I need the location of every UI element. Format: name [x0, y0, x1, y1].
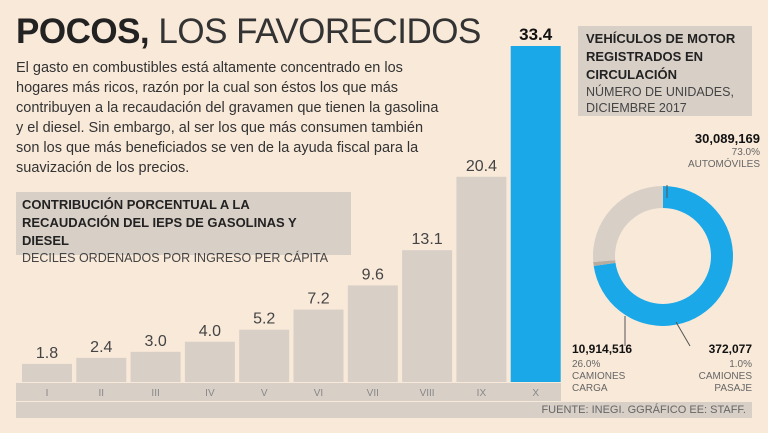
name-pasaje-line1: CAMIONES	[698, 371, 752, 382]
bar-value-label-I: 1.8	[36, 345, 58, 362]
bar-value-label-X: 33.4	[519, 25, 553, 44]
bar-chart-heading-1: CONTRIBUCIÓN PORCENTUAL A LA	[22, 197, 250, 212]
bar-I	[22, 363, 72, 382]
value-camiones-pasaje: 372,077	[708, 342, 752, 356]
tick-label-IV: IV	[205, 388, 215, 399]
bar-II	[76, 357, 127, 382]
donut-heading-1: VEHÍCULOS DE MOTOR	[586, 31, 736, 46]
bar-value-label-IX: 20.4	[466, 158, 497, 175]
tick-label-V: V	[261, 388, 268, 399]
bar-VI	[293, 309, 344, 382]
bar-chart-heading-2: RECAUDACIÓN DEL IEPS DE GASOLINAS Y DIES…	[22, 215, 297, 248]
percent-automoviles: 73.0%	[731, 147, 760, 158]
bar-value-label-IV: 4.0	[199, 323, 221, 340]
donut-heading-3: CIRCULACIÓN	[586, 67, 677, 82]
bar-value-label-VI: 7.2	[307, 291, 329, 308]
tick-label-X: X	[532, 388, 539, 399]
donut-heading-2: REGISTRADOS EN	[586, 49, 704, 64]
name-pasaje-line2: PASAJE	[714, 383, 752, 394]
bar-IX	[456, 176, 507, 382]
donut-chart	[593, 186, 734, 326]
value-automoviles: 30,089,169	[694, 131, 760, 146]
bar-value-label-V: 5.2	[253, 311, 275, 328]
source-note: FUENTE: INEGI. GGRÁFICO EE: STAFF.	[16, 402, 752, 418]
bar-chart-legend-box: CONTRIBUCIÓN PORCENTUAL A LA RECAUDACIÓN…	[16, 192, 351, 265]
donut-chart-legend-box: VEHÍCULOS DE MOTOR REGISTRADOS EN CIRCUL…	[578, 26, 752, 116]
tick-label-VI: VI	[314, 388, 323, 399]
donut-subtitle-1: NÚMERO DE UNIDADES,	[586, 85, 734, 99]
bar-value-label-VII: 9.6	[362, 266, 384, 283]
bar-value-label-II: 2.4	[90, 339, 112, 356]
label-camiones-carga: 10,914,516 26.0% CAMIONES CARGA	[572, 343, 652, 395]
bar-V	[239, 329, 290, 382]
donut-slice-2	[593, 186, 663, 263]
bar-X	[510, 46, 561, 382]
donut-subtitle-2: DICIEMBRE 2017	[586, 101, 687, 115]
donut-slice-1	[593, 260, 616, 266]
bar-series: 1.8 I 2.4 II 3.0 III 4.0 IV 5.2 V 7.2 VI 9.6 VII 13.1 V…	[22, 25, 561, 399]
axis-band	[16, 383, 561, 401]
bar-IV	[184, 341, 235, 382]
name-carga-line2: CARGA	[572, 383, 608, 394]
bar-value-label-VIII: 13.1	[412, 231, 443, 248]
label-camiones-pasaje: 372,077 1.0% CAMIONES PASAJE	[680, 343, 752, 395]
title-rest: LOS FAVORECIDOS	[158, 12, 481, 51]
percent-camiones-carga: 26.0%	[572, 359, 601, 370]
tick-label-I: I	[46, 388, 49, 399]
donut-slice-0	[593, 186, 734, 326]
bar-III	[130, 351, 181, 382]
bar-VII	[347, 285, 398, 382]
bar-VIII	[402, 250, 453, 382]
name-carga-line1: CAMIONES	[572, 371, 626, 382]
bar-chart-subtitle: DECILES ORDENADOS POR INGRESO PER CÁPITA	[22, 251, 329, 265]
leader-pasaje	[675, 321, 691, 347]
tick-label-IX: IX	[477, 388, 487, 399]
intro-paragraph: El gasto en combustibles está altamente …	[16, 60, 439, 176]
tick-label-III: III	[151, 388, 159, 399]
page-title: POCOS, LOS FAVORECIDOS	[16, 12, 481, 52]
tick-label-VII: VII	[367, 388, 379, 399]
label-automoviles: 30,089,169 73.0% AUTOMÓVILES	[650, 131, 760, 171]
value-camiones-carga: 10,914,516	[572, 342, 633, 356]
bar-value-label-III: 3.0	[144, 333, 166, 350]
tick-label-II: II	[99, 388, 105, 399]
percent-camiones-pasaje: 1.0%	[729, 359, 752, 370]
title-bold: POCOS,	[16, 12, 150, 51]
tick-label-VIII: VIII	[420, 388, 435, 399]
name-automoviles: AUTOMÓVILES	[687, 159, 760, 170]
